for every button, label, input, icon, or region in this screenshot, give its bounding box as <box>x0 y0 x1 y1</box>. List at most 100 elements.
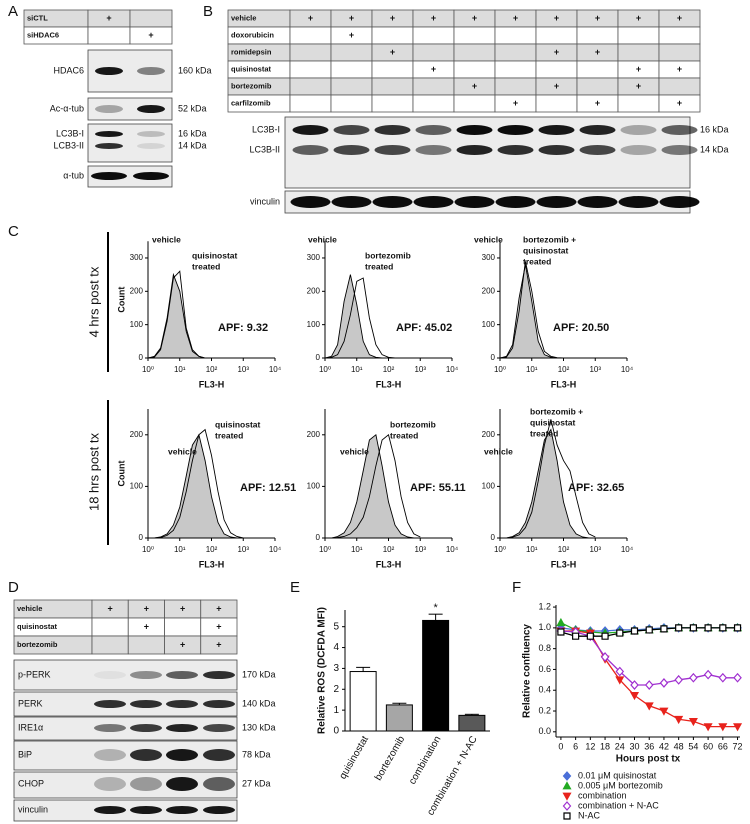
y-tick-label: 100 <box>307 320 321 329</box>
point <box>674 715 684 725</box>
table-cell <box>200 635 238 655</box>
table-cell <box>535 60 578 79</box>
point <box>733 723 743 732</box>
point <box>688 718 698 727</box>
band <box>137 67 165 75</box>
band <box>290 196 331 208</box>
row-name: quisinostat <box>17 622 58 631</box>
x-tick-label: 10¹ <box>351 365 363 374</box>
histogram-area <box>325 433 421 539</box>
point <box>615 666 625 677</box>
table-cell <box>289 43 332 62</box>
band <box>579 125 616 135</box>
x-tick-label: 10¹ <box>174 365 186 374</box>
legend-label: 0.01 μM quisinostat <box>578 770 657 780</box>
band <box>579 145 616 155</box>
table-cell <box>576 26 619 45</box>
row-label: 4 hrs post tx <box>86 266 101 337</box>
annotation: APF: 32.65 <box>568 482 624 494</box>
x-tick-label: combination <box>407 734 443 786</box>
band <box>130 700 162 708</box>
x-tick-label: 30 <box>629 741 639 751</box>
annotation: APF: 55.11 <box>410 482 466 494</box>
series-label: bortezomib <box>365 250 411 260</box>
band <box>454 196 495 208</box>
band <box>166 724 198 732</box>
x-tick-label: 18 <box>600 741 610 751</box>
band <box>130 777 162 791</box>
blot <box>13 659 238 691</box>
x-tick-label: 10³ <box>414 545 426 554</box>
blot-label: vinculin <box>250 196 280 206</box>
cell-mark: + <box>144 621 149 631</box>
point <box>659 707 669 716</box>
y-tick-label: 100 <box>130 482 144 491</box>
size-label: 170 kDa <box>242 669 276 679</box>
band <box>94 671 126 679</box>
row-name: siCTL <box>27 13 48 22</box>
panel-label: C <box>8 223 19 240</box>
band <box>94 749 126 761</box>
histogram-line <box>325 434 421 539</box>
blot-label: BiP <box>18 749 32 759</box>
band <box>166 806 198 814</box>
band <box>577 196 618 208</box>
blot-label: p-PERK <box>18 669 51 679</box>
x-tick-label: 10² <box>206 545 218 554</box>
cell-mark: + <box>431 64 436 74</box>
table-cell <box>576 77 619 96</box>
y-tick-label: 100 <box>307 482 321 491</box>
point <box>630 627 639 635</box>
cell-mark: + <box>513 98 518 108</box>
band <box>413 196 454 208</box>
table-cell <box>371 60 414 79</box>
point <box>733 672 742 683</box>
band <box>333 145 370 155</box>
x-tick-label: 10⁰ <box>494 365 506 374</box>
panel-label: B <box>203 3 213 20</box>
x-tick-label: 36 <box>644 741 654 751</box>
x-tick-label: 10⁴ <box>269 365 282 374</box>
histogram-line <box>500 419 596 539</box>
row-name: bortezomib <box>231 81 272 90</box>
point <box>644 680 654 690</box>
series-label: treated <box>530 428 558 438</box>
x-tick-label: 10⁰ <box>142 365 154 374</box>
legend-marker <box>563 812 571 820</box>
x-tick-label: 10⁴ <box>446 545 459 554</box>
blot-label: Ac-α-tub <box>50 103 84 113</box>
table-cell <box>412 94 455 113</box>
x-tick-label: 10² <box>383 365 395 374</box>
x-tick-label: 48 <box>674 741 684 751</box>
table-cell <box>330 60 373 79</box>
cell-mark: + <box>308 13 313 23</box>
panel-label: F <box>512 579 521 596</box>
band <box>130 724 162 732</box>
x-tick-label: 10² <box>383 545 395 554</box>
x-tick-label: 10² <box>206 365 218 374</box>
point <box>733 624 742 632</box>
table-cell <box>453 26 496 45</box>
series-label: quisinostat <box>192 250 238 260</box>
band <box>95 143 123 149</box>
y-tick-label: 300 <box>130 253 144 262</box>
table-cell <box>371 94 414 113</box>
band <box>137 131 165 137</box>
blot-label: CHOP <box>18 778 44 788</box>
y-tick-label: 200 <box>482 430 496 439</box>
x-axis-label: FL3-H <box>551 379 577 389</box>
table-cell <box>453 43 496 62</box>
point <box>718 723 728 732</box>
row-name: doxorubicin <box>231 30 274 39</box>
cell-mark: + <box>180 603 185 613</box>
band <box>495 196 536 208</box>
band <box>374 125 411 135</box>
point <box>556 617 566 627</box>
y-tick-label: 0 <box>491 353 496 362</box>
series-label: bortezomib + <box>523 234 576 244</box>
band <box>333 125 370 135</box>
x-tick-label: 10⁰ <box>319 545 331 554</box>
x-tick-label: 10¹ <box>526 545 538 554</box>
band <box>292 145 329 155</box>
